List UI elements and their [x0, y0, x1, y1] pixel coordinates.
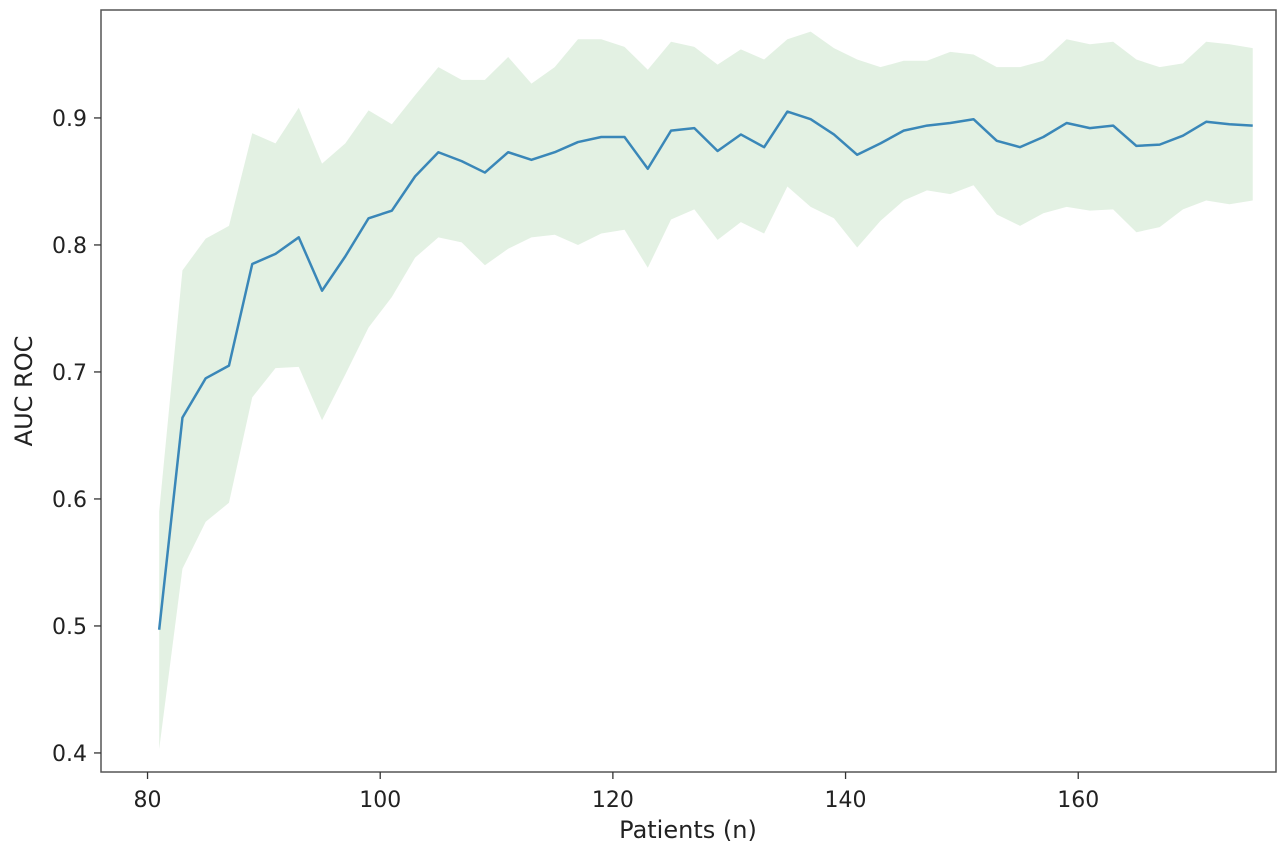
y-axis-label: AUC ROC	[10, 336, 38, 447]
y-tick-label: 0.8	[52, 234, 87, 259]
confidence-band	[159, 31, 1253, 750]
x-tick-label: 140	[825, 788, 867, 813]
x-tick-label: 120	[592, 788, 634, 813]
confidence-band-layer	[159, 31, 1253, 750]
x-tick-label: 160	[1057, 788, 1099, 813]
y-tick-label: 0.4	[52, 742, 87, 767]
mean-line-layer	[157, 110, 1253, 630]
y-tick-label: 0.6	[52, 488, 87, 513]
y-tick-label: 0.5	[52, 615, 87, 640]
mean-auc-line	[157, 110, 1253, 630]
y-tick-label: 0.9	[52, 107, 87, 132]
x-tick-label: 100	[359, 788, 401, 813]
x-axis-label: Patients (n)	[619, 816, 757, 844]
y-tick-label: 0.7	[52, 361, 87, 386]
plot-area-frame	[100, 9, 1277, 773]
tick-layer: 80 100 120 140 160 0.4 0.5 0.6 0.7 0.8 0.9	[52, 107, 1099, 813]
x-tick-label: 80	[134, 788, 162, 813]
